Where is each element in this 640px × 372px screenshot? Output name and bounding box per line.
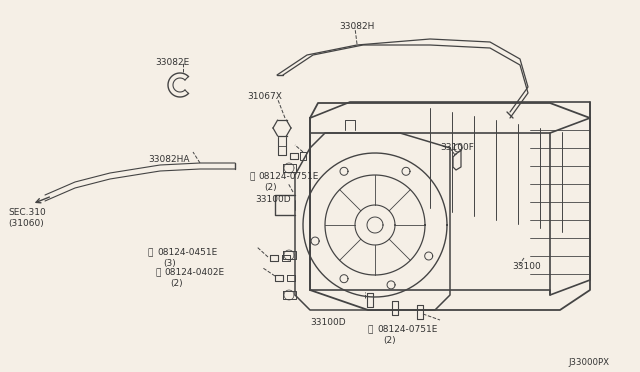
- Text: 08124-0402E: 08124-0402E: [164, 268, 224, 277]
- Text: (2): (2): [170, 279, 182, 288]
- Text: 33082E: 33082E: [155, 58, 189, 67]
- Text: Ⓑ: Ⓑ: [368, 325, 373, 334]
- Text: Ⓑ: Ⓑ: [249, 172, 254, 181]
- Text: 33100F: 33100F: [440, 143, 474, 152]
- Text: (2): (2): [264, 183, 276, 192]
- Text: 33100: 33100: [512, 262, 541, 271]
- Text: 33100D: 33100D: [310, 318, 346, 327]
- Text: Ⓑ: Ⓑ: [148, 248, 154, 257]
- Text: Ⓑ: Ⓑ: [155, 268, 161, 277]
- Text: 08124-0751E: 08124-0751E: [258, 172, 318, 181]
- Text: 33082HA: 33082HA: [148, 155, 189, 164]
- Text: 08124-0751E: 08124-0751E: [377, 325, 437, 334]
- Text: 31067X: 31067X: [247, 92, 282, 101]
- Text: 33082H: 33082H: [339, 22, 374, 31]
- Text: (3): (3): [163, 259, 176, 268]
- Text: SEC.310: SEC.310: [8, 208, 45, 217]
- Text: 08124-0451E: 08124-0451E: [157, 248, 217, 257]
- Text: (31060): (31060): [8, 219, 44, 228]
- Text: J33000PX: J33000PX: [568, 358, 609, 367]
- Text: 33100D: 33100D: [255, 195, 291, 204]
- Text: (2): (2): [383, 336, 396, 345]
